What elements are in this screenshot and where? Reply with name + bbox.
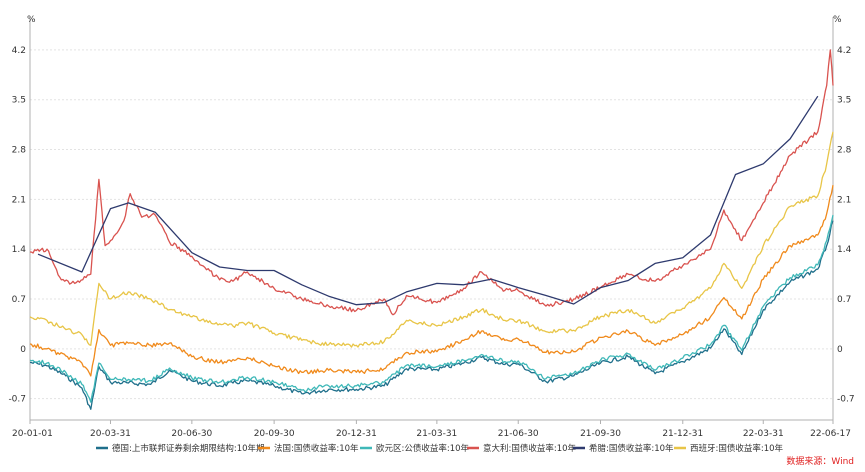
legend-label: 希腊:国债收益率:10年 <box>589 443 674 454</box>
y-tick-label-left: 4.2 <box>12 46 26 56</box>
legend: 德国:上市联邦证券剩余期限结构:10年期 法国:国债收益率:10年 欧元区:公债收益… <box>96 443 784 454</box>
y-tick-label-right: 0.7 <box>837 295 851 305</box>
series-line <box>29 184 834 377</box>
y-tick-label-right: 2.1 <box>837 195 851 205</box>
series-line <box>29 131 834 348</box>
y-tick-labels-left: -0.7 0 0.7 1.4 2.1 2.8 3.5 4.2 <box>8 46 26 405</box>
x-tick-label: 20-03-31 <box>90 429 131 439</box>
x-tick-label: 21-12-31 <box>662 429 703 439</box>
series-line <box>37 95 819 306</box>
legend-label: 欧元区:公债收益率:10年 <box>376 443 470 454</box>
x-tick-labels: 20-01-01 20-03-31 20-06-30 20-09-30 20-12-31… <box>12 429 851 439</box>
source-note: 数据来源：Wind <box>786 455 854 467</box>
legend-label: 德国:上市联邦证券剩余期限结构:10年期 <box>112 443 265 454</box>
y-tick-labels-right: -0.7 0 0.7 1.4 2.1 2.8 3.5 4.2 <box>837 46 855 405</box>
y-tick-label-left: -0.7 <box>8 395 26 405</box>
x-tick-label: 20-09-30 <box>254 429 295 439</box>
x-tick-label: 21-03-31 <box>416 429 457 439</box>
series-line <box>29 49 834 316</box>
x-tick-label: 22-06-17 <box>810 429 851 439</box>
y-tick-label-left: 3.5 <box>12 96 26 106</box>
series-line <box>29 214 834 403</box>
axes <box>29 17 834 424</box>
y-tick-label-left: 2.8 <box>12 146 27 156</box>
grid-lines <box>30 49 833 400</box>
legend-label: 西班牙:国债收益率:10年 <box>690 443 784 454</box>
y-unit-right: % <box>833 15 842 25</box>
x-tick-label: 21-09-30 <box>580 429 621 439</box>
y-tick-label-left: 0 <box>20 345 26 355</box>
y-tick-label-right: 1.4 <box>837 245 852 255</box>
x-tick-label: 20-12-31 <box>336 429 377 439</box>
y-tick-label-right: 4.2 <box>837 46 851 56</box>
y-tick-label-right: -0.7 <box>837 395 855 405</box>
legend-label: 法国:国债收益率:10年 <box>274 443 359 454</box>
y-tick-label-left: 1.4 <box>12 245 27 255</box>
y-tick-label-right: 3.5 <box>837 96 851 106</box>
series-lines <box>29 49 834 410</box>
y-tick-label-right: 0 <box>837 345 843 355</box>
y-tick-label-left: 2.1 <box>12 195 26 205</box>
x-tick-label: 22-03-31 <box>743 429 784 439</box>
series-line <box>29 220 834 410</box>
x-tick-label: 20-01-01 <box>12 429 53 439</box>
x-tick-label: 20-06-30 <box>171 429 212 439</box>
y-unit-left: % <box>27 15 36 25</box>
x-tick-label: 21-06-30 <box>498 429 539 439</box>
y-tick-label-left: 0.7 <box>12 295 26 305</box>
y-tick-label-right: 2.8 <box>837 146 852 156</box>
legend-label: 意大利:国债收益率:10年 <box>483 443 577 454</box>
